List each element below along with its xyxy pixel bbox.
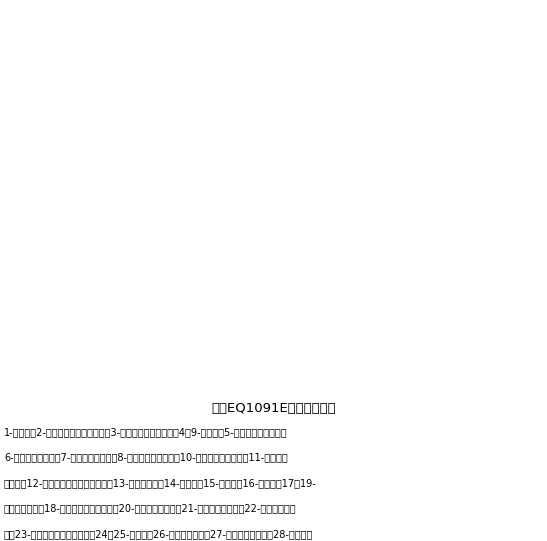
Text: 6-第二轴四档齿轮；7-第二轴三档齿轮；8-三档齿轮接合齿圈；10-二档齿轮接合齿圈；11-第二档二: 6-第二轴四档齿轮；7-第二轴三档齿轮；8-三档齿轮接合齿圈；10-二档齿轮接合…	[4, 452, 288, 463]
Bar	[0, 2, 547, 400]
Text: 档齿轮；12-第二轴一、倒档滑动齿轮；13-变速器壳体；14-第二轴；15-中间轴；16-倒档轴；17、19-: 档齿轮；12-第二轴一、倒档滑动齿轮；13-变速器壳体；14-第二轴；15-中间…	[4, 478, 317, 488]
Text: 1-第一轴；2-第一轴常啮合传动齿轮；3-第一轴齿轮接合齿圈；4、9-接合套；5-四档齿轮接合齿圈；: 1-第一轴；2-第一轴常啮合传动齿轮；3-第一轴齿轮接合齿圈；4、9-接合套；5…	[4, 427, 288, 437]
Text: 东风EQ1091E型汽车变速器: 东风EQ1091E型汽车变速器	[211, 401, 336, 414]
Text: 倒档中间齿轮；18-中间轴一、倒档齿轮；20-中间轴二档齿轮；21-中间轴三档齿轮；22-中间轴四档齿: 倒档中间齿轮；18-中间轴一、倒档齿轮；20-中间轴二档齿轮；21-中间轴三档齿…	[4, 503, 296, 513]
Text: 轮；23-中间轴常啮合传动齿轮；24、25-花键毂；26-第一轴轴承盖；27-轴承盖回油螺纹；28-通气塞；: 轮；23-中间轴常啮合传动齿轮；24、25-花键毂；26-第一轴轴承盖；27-轴…	[4, 529, 313, 539]
